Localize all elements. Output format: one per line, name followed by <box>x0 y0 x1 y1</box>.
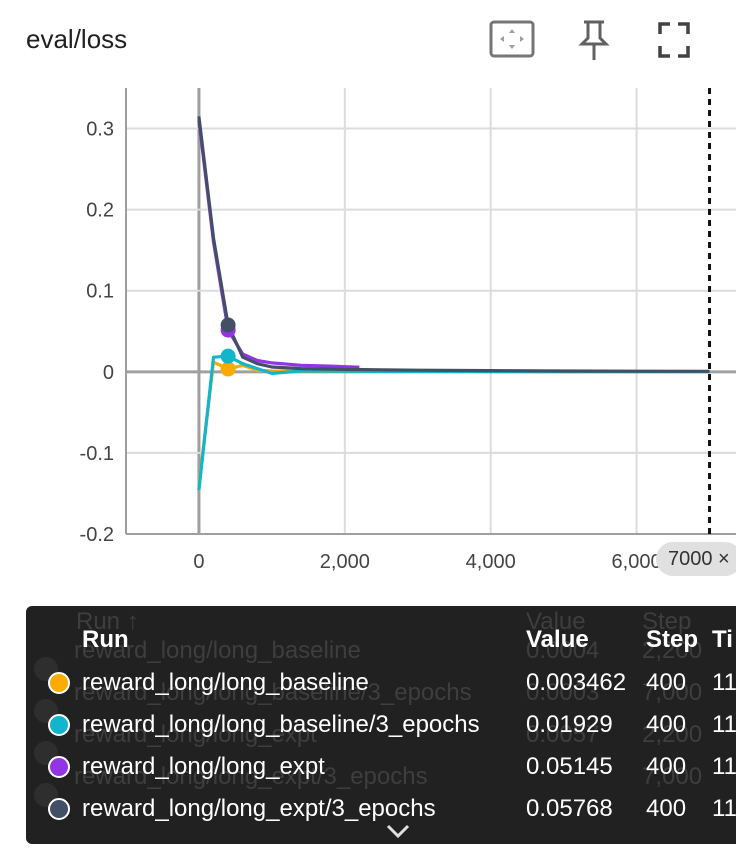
row-step: 400 <box>646 753 687 780</box>
row-time: 11 <box>712 711 736 738</box>
x-tick-label: 4,000 <box>466 551 516 573</box>
header-time: Ti <box>712 626 733 653</box>
tooltip-panel: Run ↑ Value Step reward_long/long_baseli… <box>26 606 736 844</box>
ghost-step: 7,000 <box>642 763 703 790</box>
ghost-row: reward_long/long_expt 0.0057 2,200 <box>26 721 736 776</box>
ghost-step: 7,000 <box>642 679 703 706</box>
x-tick-label: 6,000 <box>612 551 662 573</box>
ghost-run: reward_long/long_expt/3_epochs <box>74 763 428 790</box>
hover-marker-0 <box>220 361 236 377</box>
row-value: 0.01929 <box>526 711 613 738</box>
fullscreen-button[interactable] <box>650 18 698 62</box>
ghost-run: reward_long/long_baseline <box>74 637 361 664</box>
ghost-header-run: Run ↑ <box>76 608 139 635</box>
row-time: 11 <box>712 753 736 780</box>
y-tick-label: 0.1 <box>86 281 114 303</box>
pin-button[interactable] <box>570 18 618 62</box>
row-run: reward_long/long_baseline/3_epochs <box>82 711 480 738</box>
row-value: 0.003462 <box>526 669 627 696</box>
y-tick-label: 0.3 <box>86 119 114 141</box>
fit-domain-icon <box>489 20 535 58</box>
tooltip-row: reward_long/long_expt 0.05145 400 11 <box>26 746 736 788</box>
ghost-header-step: Step <box>642 608 692 635</box>
x-tick-label: 0 <box>193 551 204 573</box>
series-line-1[interactable] <box>197 354 710 491</box>
fit-domain-button[interactable] <box>488 18 536 62</box>
ghost-value: 0.0003 <box>526 679 600 706</box>
ghost-value: 0.0057 <box>526 721 600 748</box>
line-chart[interactable]: 0 2,000 4,000 6,000 0.3 0.2 0.1 0 -0.1 -0.2 <box>0 80 736 580</box>
header-value: Value <box>526 626 589 653</box>
tooltip-row: reward_long/long_baseline/3_epochs 0.0192… <box>26 704 736 746</box>
ghost-value: 0.0004 <box>526 637 600 664</box>
x-tick-label: 2,000 <box>320 551 370 573</box>
y-tick-label: 0 <box>103 362 114 384</box>
ghost-run: reward_long/long_baseline/3_epochs <box>74 679 472 706</box>
row-run: reward_long/long_expt <box>82 753 325 780</box>
hover-marker-1 <box>220 348 236 364</box>
y-tick-label: -0.1 <box>80 443 114 465</box>
row-step: 400 <box>646 795 687 822</box>
row-run: reward_long/long_baseline <box>82 669 369 696</box>
ghost-step: 2,200 <box>642 637 703 664</box>
ghost-run: reward_long/long_expt <box>74 721 317 748</box>
series-color-dot <box>48 798 70 820</box>
header-run: Run <box>82 626 129 653</box>
chevron-down-icon[interactable] <box>384 820 412 842</box>
row-time: 11 <box>712 669 736 696</box>
row-value: 0.05145 <box>526 753 613 780</box>
row-step: 400 <box>646 711 687 738</box>
series-color-dot <box>48 672 70 694</box>
header-step: Step <box>646 626 699 653</box>
chart-title: eval/loss <box>26 24 128 54</box>
tooltip-row: reward_long/long_baseline 0.003462 400 11 <box>26 662 736 704</box>
row-time: 11 <box>712 795 736 822</box>
series-line-0[interactable] <box>197 360 360 486</box>
row-step: 400 <box>646 669 687 696</box>
y-tick-label: 0.2 <box>86 200 114 222</box>
tooltip-row: reward_long/long_expt/3_epochs 0.05768 400… <box>26 788 736 830</box>
y-tick-label: -0.2 <box>80 524 114 546</box>
ghost-step: 2,200 <box>642 721 703 748</box>
row-value: 0.05768 <box>526 795 613 822</box>
cursor-step-badge[interactable]: 7000 × <box>656 542 736 576</box>
row-run: reward_long/long_expt/3_epochs <box>82 795 436 822</box>
series-color-dot <box>48 756 70 778</box>
hover-marker-3 <box>220 317 236 333</box>
fullscreen-icon <box>658 22 690 58</box>
pin-icon <box>578 20 610 60</box>
ghost-header-value: Value <box>526 608 586 635</box>
ghost-row: reward_long/long_expt/3_epochs 7,000 <box>26 763 736 818</box>
ghost-row: reward_long/long_baseline 0.0004 2,200 <box>26 637 736 692</box>
series-color-dot <box>48 714 70 736</box>
series-line-3[interactable] <box>197 116 710 373</box>
